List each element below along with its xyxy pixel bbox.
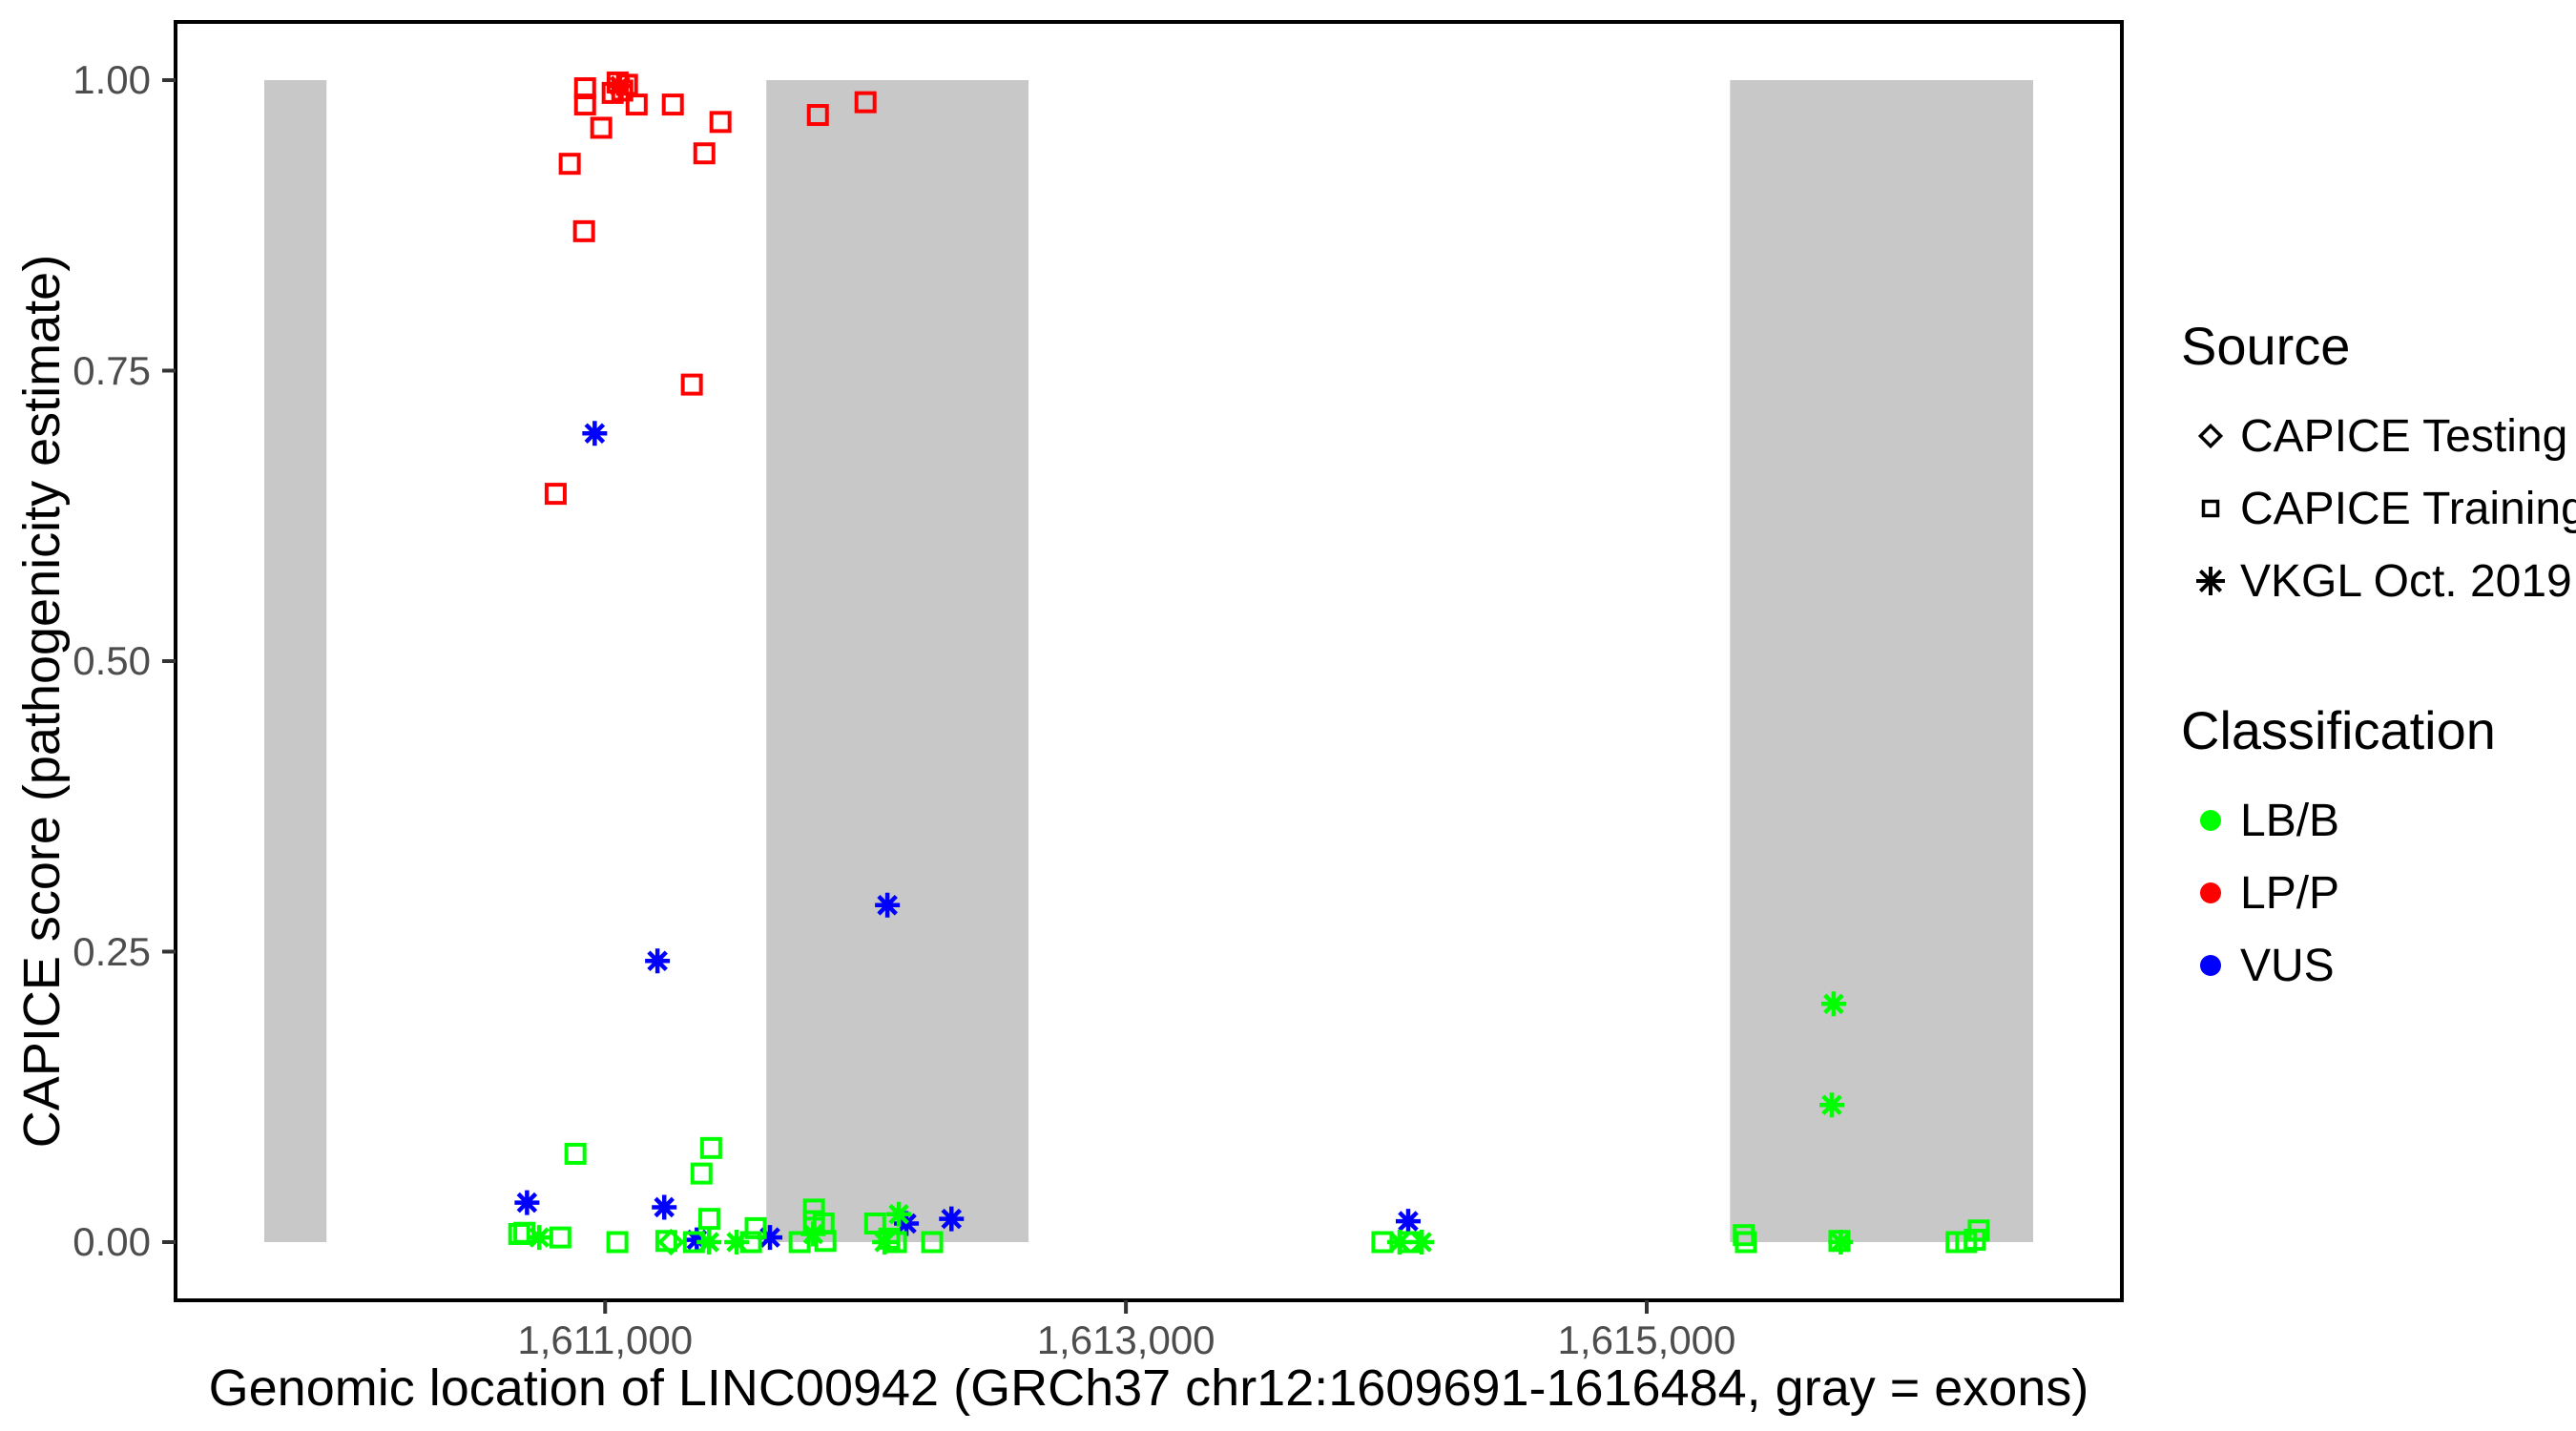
data-point-square: [863, 1213, 886, 1235]
y-axis-title: CAPICE score (pathogenicity estimate): [13, 254, 71, 1149]
data-point-square: [680, 373, 703, 396]
data-point-square: [709, 111, 732, 134]
data-point-square: [1967, 1219, 1990, 1242]
x-tick-label: 1,613,000: [1036, 1317, 1215, 1362]
data-point-square: [573, 93, 596, 116]
x-axis-title: Genomic location of LINC00942 (GRCh37 ch…: [208, 1359, 2089, 1417]
data-point-square: [606, 1231, 629, 1254]
exon-region: [1730, 80, 2034, 1242]
legend-label: VUS: [2240, 940, 2335, 991]
data-point-asterisk: [800, 1221, 826, 1247]
legend-source-title: Source: [2181, 316, 2351, 376]
blue-dot-icon: [2181, 944, 2240, 986]
data-point-asterisk: [939, 1206, 965, 1232]
legend-item-vkgl: VKGL Oct. 2019: [2181, 545, 2572, 617]
asterisk-icon: [2181, 560, 2240, 602]
legend-label: VKGL Oct. 2019: [2240, 555, 2572, 607]
legend-item-vus: VUS: [2181, 929, 2572, 1002]
data-point-asterisk: [875, 892, 901, 918]
data-point-square: [1735, 1231, 1757, 1254]
legend-label: LP/P: [2240, 867, 2340, 919]
data-point-asterisk: [872, 1230, 898, 1255]
legend-item-capice-testing: CAPICE Testing: [2181, 400, 2572, 472]
legend-item-lpp: LP/P: [2181, 857, 2572, 929]
data-point-square: [590, 116, 613, 139]
data-point-asterisk: [1409, 1230, 1435, 1255]
x-tick-label: 1,611,000: [517, 1317, 694, 1362]
legend-item-lbb: LB/B: [2181, 784, 2572, 857]
data-point-asterisk: [652, 1194, 677, 1220]
data-point-square: [788, 1231, 811, 1254]
data-point-square: [572, 219, 595, 242]
data-point-asterisk: [514, 1190, 540, 1215]
data-point-asterisk: [758, 1225, 783, 1251]
data-point-square: [690, 1162, 713, 1185]
y-tick-label: 0.25: [73, 928, 151, 974]
y-tick-label: 1.00: [73, 57, 151, 102]
data-point-asterisk: [696, 1230, 722, 1255]
data-point-square: [699, 1136, 722, 1159]
data-point-square: [854, 91, 877, 114]
legend-label: CAPICE Training: [2240, 483, 2576, 534]
data-point-asterisk: [607, 73, 633, 99]
data-point-asterisk: [582, 421, 608, 446]
data-point-asterisk: [1820, 991, 1846, 1017]
legend-spacer: [2181, 617, 2572, 699]
data-point-square: [661, 93, 684, 116]
y-tick-label: 0.00: [73, 1219, 151, 1264]
legend-classification-title: Classification: [2181, 700, 2496, 760]
x-tick-label: 1,615,000: [1557, 1317, 1736, 1362]
diamond-icon: [2181, 415, 2240, 457]
exon-region: [264, 80, 327, 1242]
data-point-asterisk: [724, 1230, 750, 1255]
data-point-asterisk: [1819, 1092, 1845, 1118]
data-point-diamond: [657, 1228, 685, 1256]
data-point-asterisk: [1386, 1230, 1412, 1255]
red-dot-icon: [2181, 872, 2240, 914]
data-point-square: [744, 1216, 767, 1239]
data-point-square: [1733, 1224, 1755, 1247]
exon-region: [766, 80, 1029, 1242]
green-dot-icon: [2181, 799, 2240, 841]
data-point-asterisk: [1828, 1230, 1854, 1255]
legend: Source CAPICE Testing CAPICE Training: [2181, 315, 2576, 1002]
data-point-asterisk: [527, 1225, 552, 1251]
square-icon: [2181, 487, 2240, 529]
legend-label: LB/B: [2240, 795, 2340, 846]
y-tick-label: 0.50: [73, 638, 151, 683]
data-point-square: [921, 1231, 944, 1254]
data-point-square: [806, 104, 829, 127]
data-point-square: [558, 153, 581, 176]
data-point-square: [693, 142, 716, 165]
data-point-square: [564, 1142, 587, 1165]
data-point-square: [549, 1226, 571, 1249]
data-point-asterisk: [886, 1201, 912, 1227]
data-point-square: [544, 483, 567, 506]
legend-item-capice-training: CAPICE Training: [2181, 472, 2576, 545]
legend-label: CAPICE Testing: [2240, 410, 2568, 462]
data-point-square: [697, 1208, 720, 1231]
data-point-square: [625, 93, 648, 116]
data-point-asterisk: [684, 1227, 710, 1253]
data-point-asterisk: [645, 948, 671, 974]
y-tick-label: 0.75: [73, 347, 151, 393]
data-point-asterisk: [1395, 1209, 1421, 1234]
